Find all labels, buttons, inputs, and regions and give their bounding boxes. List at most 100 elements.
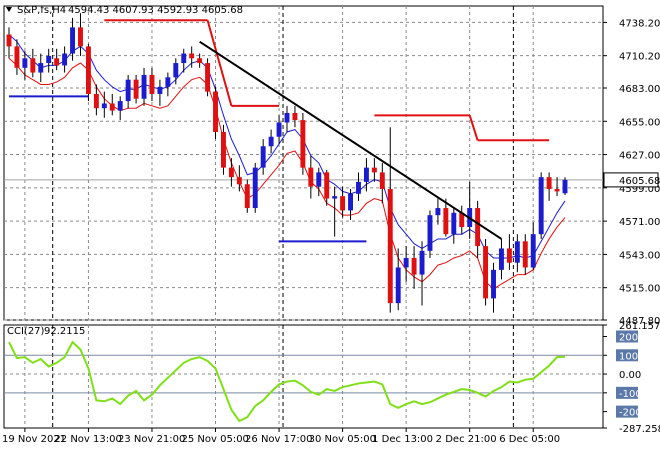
candle-up (435, 208, 441, 216)
current-price-label: 4605.68 (619, 176, 660, 187)
candle-down (109, 103, 115, 111)
price-tick-label: 4683.00 (619, 84, 660, 95)
candle-up (332, 196, 338, 199)
candle-up (530, 234, 536, 268)
current-price-tag (603, 172, 659, 188)
candle-down (387, 189, 393, 304)
cci-tick-label: -287.2589 (619, 424, 660, 435)
candle-down (93, 93, 99, 109)
candle-down (54, 58, 60, 66)
price-tick-label: 4738.20 (619, 18, 660, 29)
candle-up (538, 177, 544, 235)
cci-tick-label: 0.00 (619, 370, 641, 381)
candle-up (125, 79, 131, 102)
candle-down (411, 257, 417, 275)
ohlc-readout: 4594.43 4607.93 4592.93 4605.68 (68, 5, 243, 16)
candle-down (189, 53, 195, 59)
candle-up (419, 250, 425, 275)
symbol-dropdown-icon[interactable] (6, 7, 12, 12)
candle-down (244, 184, 250, 209)
candle-down (133, 79, 139, 99)
time-tick-label: 26 Nov 17:00 (245, 434, 312, 445)
candle-up (348, 193, 354, 211)
candle-down (292, 112, 298, 121)
time-tick-label: 25 Nov 05:00 (182, 434, 249, 445)
candle-up (117, 101, 123, 111)
candle-down (371, 167, 377, 173)
time-tick-label: 1 Dec 13:00 (372, 434, 433, 445)
cci-level-badge (616, 349, 638, 362)
candle-up (514, 241, 520, 263)
candle-down (443, 208, 449, 235)
candle-up (173, 63, 179, 78)
cci-line (8, 340, 566, 423)
candle-down (459, 212, 465, 228)
candle-down (324, 172, 330, 199)
cci-value: 92.2115 (44, 326, 85, 337)
candle-down (522, 241, 528, 268)
time-tick-label: 30 Nov 05:00 (309, 434, 376, 445)
cci-tick-label: 200 (619, 332, 638, 343)
time-tick-label: 23 Nov 21:00 (118, 434, 185, 445)
candle-down (554, 189, 560, 192)
cci-title: CCI(27) (7, 326, 45, 337)
candle-up (427, 215, 433, 251)
candle-down (506, 248, 512, 263)
cci-level-badge (616, 405, 638, 418)
candle-down (213, 91, 218, 132)
candle-down (14, 46, 20, 68)
price-tick-label: 4487.80 (619, 316, 660, 327)
candle-down (483, 246, 489, 299)
candle-up (62, 53, 68, 66)
cci-level-badge (616, 330, 638, 343)
candle-down (546, 177, 552, 190)
price-tick-label: 4599.00 (619, 184, 660, 195)
cci-pane[interactable]: 261.1579200 100 0.00 -100 -200 -287.2589 (3, 321, 660, 435)
candle-down (220, 131, 226, 168)
candle-up (252, 167, 258, 209)
candle-down (236, 177, 242, 185)
candle-down (30, 58, 36, 73)
candle-up (316, 172, 322, 187)
chart-header: S&P,fs,H4 4594.43 4607.93 4592.93 4605.6… (6, 5, 243, 337)
symbol-title: S&P,fs,H4 (17, 5, 66, 16)
candle-down (475, 208, 481, 247)
candle-up (284, 112, 290, 123)
candle-up (46, 55, 52, 64)
resistance-line (206, 19, 233, 107)
candle-up (363, 167, 369, 182)
cci-pane-frame (3, 324, 604, 429)
time-tick-label: 19 Nov 2021 (2, 434, 66, 445)
cci-tick-label: -100 (619, 389, 642, 400)
candle-down (228, 167, 234, 178)
time-tick-label: 6 Dec 05:00 (499, 434, 560, 445)
candle-up (181, 53, 187, 64)
candle-up (498, 248, 504, 270)
candle-down (149, 74, 155, 94)
candle-up (165, 77, 171, 87)
time-tick-label: 2 Dec 21:00 (436, 434, 497, 445)
cci-tick-label: 261.1579 (619, 321, 660, 332)
candle-up (403, 257, 409, 268)
cci-tick-label: 100 (619, 351, 638, 362)
candle-up (260, 146, 266, 168)
candle-up (22, 58, 28, 68)
candle-down (308, 167, 314, 187)
moving-average-red (8, 57, 566, 290)
candle-up (70, 27, 76, 54)
candle-down (379, 172, 385, 190)
candle-up (356, 181, 361, 194)
price-pane-frame (3, 5, 604, 321)
price-pane[interactable]: 4738.20 4710.20 4683.00 4655.00 4627.00 4599.… (3, 5, 660, 327)
trend-line (199, 40, 503, 240)
price-tick-label: 4655.00 (619, 117, 660, 128)
candle-up (101, 103, 107, 109)
price-tick-label: 4710.20 (619, 52, 660, 63)
price-tick-label: 4543.00 (619, 250, 660, 261)
candle-up (276, 122, 282, 137)
time-tick-label: 22 Nov 13:00 (54, 434, 121, 445)
candle-up (157, 86, 163, 94)
